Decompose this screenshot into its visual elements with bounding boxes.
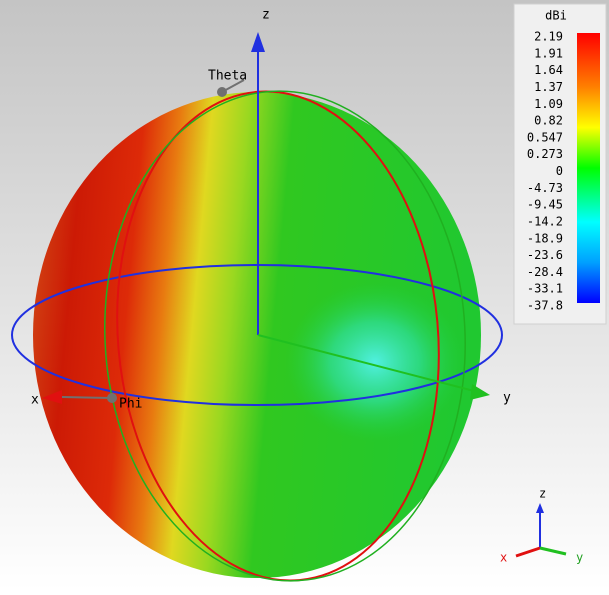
theta-marker-dot (217, 87, 227, 97)
y-axis (257, 334, 479, 393)
triad-x-label: x (500, 551, 507, 565)
colorbar-label: 2.19 (534, 30, 563, 44)
colorbar-label: -23.6 (527, 248, 563, 262)
colorbar-label: 0 (556, 164, 563, 178)
colorbar-label: -9.45 (527, 198, 563, 212)
colorbar-label: 1.37 (534, 80, 563, 94)
colorbar (577, 33, 600, 303)
colorbar-label: -28.4 (527, 265, 563, 279)
x-arrow (42, 390, 62, 404)
colorbar-label: 0.273 (527, 147, 563, 161)
colorbar-label: -4.73 (527, 181, 563, 195)
colorbar-label: -33.1 (527, 282, 563, 296)
theta-circle-green (104, 90, 466, 582)
colorbar-label: 1.64 (534, 63, 563, 77)
z-arrow (251, 32, 265, 52)
theta-label: Theta (208, 69, 247, 84)
phi-label: Phi (119, 397, 142, 412)
colorbar-label: -18.9 (527, 231, 563, 245)
colorbar-label: 0.547 (527, 130, 563, 144)
triad-z-arrow (536, 503, 544, 513)
y-arrow (470, 384, 490, 400)
triad-z-label: z (539, 487, 546, 501)
x-label: x (31, 393, 39, 408)
colorbar-label: 1.91 (534, 46, 563, 60)
triad-y-label: y (576, 551, 583, 565)
colorbar-label: 1.09 (534, 97, 563, 111)
z-label: z (262, 8, 270, 23)
colorbar-label: -37.8 (527, 299, 563, 313)
phi-marker (61, 396, 111, 399)
triad-y (539, 546, 567, 556)
triad-x (515, 546, 541, 558)
colorbar-label: 0.82 (534, 114, 563, 128)
colorbar-title: dBi (545, 9, 567, 23)
colorbar-label: -14.2 (527, 214, 563, 228)
y-label: y (503, 391, 511, 406)
phi-marker-dot (107, 393, 117, 403)
